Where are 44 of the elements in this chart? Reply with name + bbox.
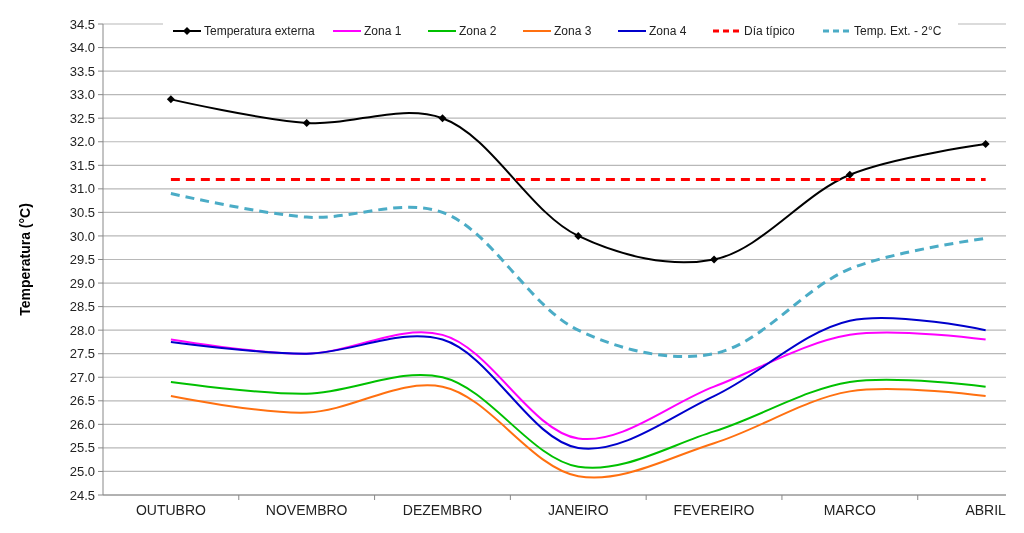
x-tick-label: OUTUBRO [135, 502, 207, 518]
y-tick-label: 30.5 [69, 204, 95, 220]
y-tick-label: 33.0 [69, 87, 95, 103]
y-tick-label: 25.5 [69, 440, 95, 456]
y-tick-label: 34.5 [69, 16, 95, 32]
y-tick-label: 29.0 [69, 275, 95, 291]
y-tick-label: 31.5 [69, 157, 95, 173]
y-tick-label: 28.0 [69, 322, 95, 338]
point [166, 95, 175, 104]
legend-label: Zona 4 [649, 24, 687, 39]
x-tick-label: DEZEMBRO [402, 502, 483, 518]
legend-label: Zona 1 [364, 24, 402, 39]
y-tick-label: 32.5 [69, 110, 95, 126]
y-tick-label: 34.0 [69, 40, 95, 56]
y-tick-label: 26.5 [69, 393, 95, 409]
x-tick-label: ABRIL [965, 502, 1007, 518]
y-tick-label: 31.0 [69, 181, 95, 197]
y-tick-label: 27.0 [69, 369, 95, 385]
y-tick-label: 32.0 [69, 134, 95, 150]
legend-label: Temp. Ext. - 2°C [854, 24, 942, 39]
x-tick-label: MARCO [823, 502, 876, 518]
point [302, 118, 311, 127]
legend-label: Zona 2 [459, 24, 497, 39]
y-tick-label: 33.5 [69, 63, 95, 79]
y-axis-title: Temperatura (°C) [17, 203, 33, 316]
y-tick-label: 27.5 [69, 346, 95, 362]
y-tick-label: 30.0 [69, 228, 95, 244]
point [438, 114, 447, 123]
line-series [169, 384, 987, 479]
y-tick-label: 24.5 [69, 487, 95, 503]
point [981, 140, 990, 149]
y-tick-label: 28.5 [69, 299, 95, 315]
legend-label: Temperatura externa [204, 24, 316, 39]
legend-label: Zona 3 [554, 24, 592, 39]
x-tick-label: FEVEREIRO [673, 502, 755, 518]
point [574, 231, 583, 240]
x-tick-label: NOVEMBRO [265, 502, 348, 518]
point [845, 170, 854, 179]
x-tick-label: JANEIRO [547, 502, 609, 518]
y-tick-label: 29.5 [69, 252, 95, 268]
y-tick-label: 25.0 [69, 464, 95, 479]
point [710, 255, 719, 264]
y-tick-label: 26.0 [69, 416, 95, 432]
legend-label: Día típico [744, 24, 796, 39]
